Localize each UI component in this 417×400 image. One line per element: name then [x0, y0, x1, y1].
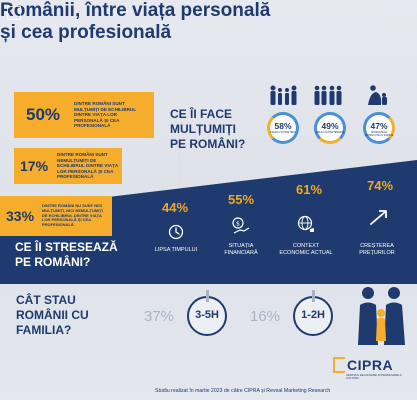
clock-hand-1 — [206, 290, 209, 302]
hours-circle-2: 1-2H — [293, 296, 333, 336]
title-line1: Românii, între viața personală — [0, 0, 271, 21]
family-time-pct-2: 16% — [250, 308, 281, 325]
logo-mark-icon — [7, 6, 21, 20]
ring-label: familia și partenerul — [315, 131, 345, 134]
stat-box-satisfied: 50% dintre români sunt mulțumiți de echi… — [14, 92, 154, 138]
label-line: prețurilor — [359, 249, 395, 256]
ring-pct: 49% — [321, 121, 339, 131]
label-line: Context — [292, 243, 320, 249]
stress-pct-prices: 74% — [367, 178, 394, 193]
brand-mark-icon — [333, 357, 345, 373]
trend-up-icon — [370, 210, 387, 225]
parent-child-icon — [368, 85, 387, 105]
family-time-pct-1: 37% — [144, 308, 175, 325]
stat-box-unsatisfied: 17% dintre români sunt nemulțumiți de ec… — [14, 148, 122, 184]
stress-label-finance: Situația financiară — [211, 243, 271, 256]
question-line: pe români? — [170, 137, 246, 151]
hours-text: 1-2H — [301, 309, 325, 321]
stat-pct: 17% — [20, 158, 49, 174]
hours-text: 3-5H — [195, 309, 219, 321]
question-line: Ce îi face — [170, 107, 233, 121]
stress-label-time: Lipsa timpului — [146, 247, 206, 254]
question-line: românii cu — [16, 308, 89, 322]
question-line: familia? — [16, 323, 72, 337]
stress-pct-economy: 61% — [296, 182, 323, 197]
ring-label: familia și prietenii — [270, 131, 296, 134]
family-illustration-icon — [358, 287, 405, 345]
stat-text: dintre români nu sunt nici mulțumiți, ni… — [42, 203, 103, 228]
page-title: Românii, între viața personală și cea pr… — [0, 0, 417, 44]
question-line: Cât stau — [16, 293, 76, 307]
footer-note: Studiu realizat în martie 2023 de către … — [155, 388, 331, 394]
clock-icon — [168, 224, 184, 240]
stat-text: dintre români sunt nemulțumiți de echili… — [57, 152, 118, 180]
happy-ring-moments: 47% momentele petrecute în familie — [363, 112, 395, 144]
stress-pct-finance: 55% — [228, 192, 255, 207]
label-line: financiară — [224, 249, 258, 256]
stress-question: Ce îi stresează pe români? — [15, 240, 118, 270]
stat-box-neutral: 33% dintre români nu sunt nici mulțumiți… — [0, 196, 112, 236]
label-line: economic actual — [279, 249, 333, 256]
label-line: Lipsa timpului — [154, 247, 198, 253]
question-line: pe români? — [15, 255, 91, 269]
brand-tagline: centrul de inovare și promovare a cultur… — [346, 373, 402, 381]
hours-circle-1: 3-5H — [187, 296, 227, 336]
title-line2: și cea profesională — [0, 22, 172, 43]
family-time-question: Cât stau românii cu familia? — [16, 293, 89, 338]
stat-text: dintre români sunt mulțumiți de echilibr… — [74, 101, 136, 129]
money-icon: $ — [232, 217, 250, 234]
ring-pct: 47% — [370, 121, 388, 131]
stress-label-economy: Context economic actual — [276, 243, 336, 256]
happy-ring-partner: 49% familia și partenerul — [314, 112, 346, 144]
stat-pct: 50% — [26, 105, 61, 124]
question-line: Ce îi stresează — [15, 240, 118, 254]
couple-icon — [314, 85, 342, 105]
happy-question: Ce îi face mulțumiți pe români? — [170, 107, 245, 152]
svg-text:$: $ — [236, 220, 240, 228]
stress-pct-time: 44% — [162, 200, 189, 215]
question-line: mulțumiți — [170, 122, 236, 136]
ring-label: momentele petrecute în familie — [364, 131, 394, 137]
brand-logo: CIPRA — [333, 357, 393, 373]
stat-pct: 33% — [6, 208, 35, 224]
stress-label-prices: Creșterea prețurilor — [347, 243, 407, 256]
globe-icon — [297, 215, 314, 232]
label-line: Situația — [228, 243, 254, 249]
brand-name: CIPRA — [347, 357, 394, 373]
family-icon — [270, 85, 297, 105]
happy-ring-family: 58% familia și prietenii — [267, 112, 299, 144]
ring-pct: 58% — [274, 121, 292, 131]
label-line: Creșterea — [360, 243, 394, 249]
clock-hand-2 — [312, 290, 315, 302]
